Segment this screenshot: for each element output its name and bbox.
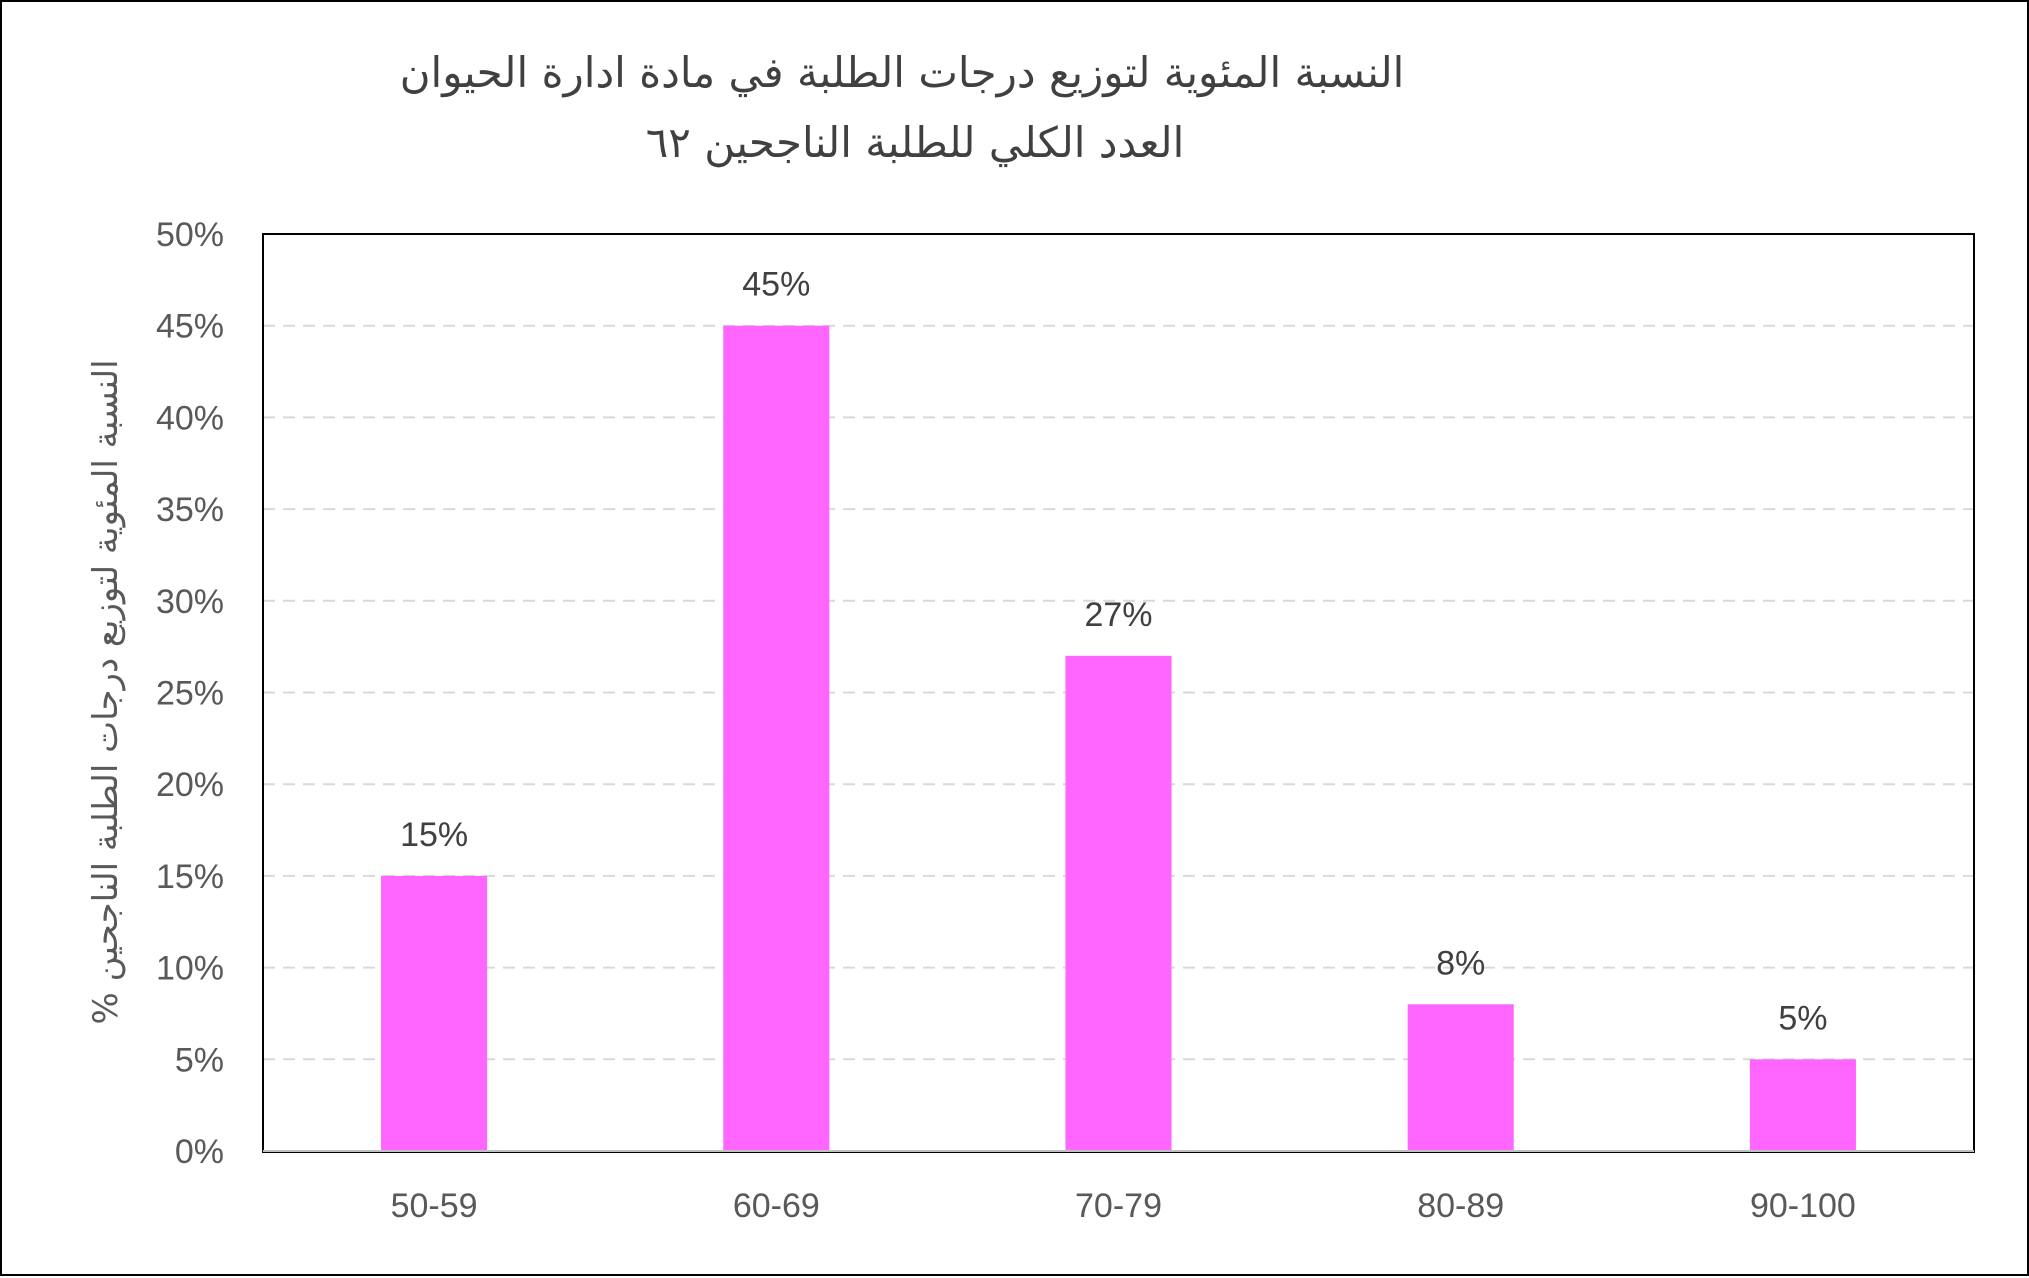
- y-tick-label: 5%: [175, 1041, 224, 1079]
- chart-title-line-2: العدد الكلي للطلبة الناجحين ٦٢: [646, 118, 1184, 168]
- bar-60-69: [723, 325, 830, 1151]
- x-tick-label: 60-69: [733, 1187, 820, 1225]
- x-tick-label: 70-79: [1075, 1187, 1162, 1225]
- bar-90-100: [1749, 1059, 1856, 1151]
- y-tick-label: 30%: [156, 583, 224, 621]
- y-axis-title: النسبة المئوية لتوزيع درجات الطلبة الناج…: [86, 359, 126, 1024]
- x-tick-label: 50-59: [391, 1187, 478, 1225]
- y-tick-label: 40%: [156, 399, 224, 437]
- y-tick-label: 35%: [156, 491, 224, 529]
- bars: [381, 325, 1856, 1151]
- y-tick-label: 20%: [156, 766, 224, 804]
- y-tick-label: 0%: [175, 1133, 224, 1171]
- data-label-90-100: 5%: [1778, 999, 1827, 1037]
- data-labels: 15% 45% 27% 8% 5%: [400, 266, 1827, 1038]
- x-tick-label: 90-100: [1750, 1187, 1856, 1225]
- y-tick-label: 25%: [156, 675, 224, 713]
- data-label-80-89: 8%: [1436, 944, 1485, 982]
- data-label-60-69: 45%: [742, 266, 810, 304]
- x-tick-label: 80-89: [1417, 1187, 1504, 1225]
- chart-title-line-1: النسبة المئوية لتوزيع درجات الطلبة في ما…: [400, 48, 1405, 98]
- bar-70-79: [1065, 655, 1172, 1151]
- y-tick-label: 10%: [156, 950, 224, 988]
- y-axis-ticks: 0% 5% 10% 15% 20% 25% 30% 35% 40% 45% 50%: [156, 216, 224, 1171]
- data-label-70-79: 27%: [1084, 596, 1152, 634]
- y-tick-label: 15%: [156, 858, 224, 896]
- bar-80-89: [1407, 1004, 1514, 1151]
- data-label-50-59: 15%: [400, 816, 468, 854]
- y-tick-label: 50%: [156, 216, 224, 254]
- x-axis-ticks: 50-59 60-69 70-79 80-89 90-100: [391, 1187, 1856, 1225]
- gridlines: [263, 324, 1974, 1061]
- y-tick-label: 45%: [156, 308, 224, 346]
- bar-50-59: [381, 875, 488, 1151]
